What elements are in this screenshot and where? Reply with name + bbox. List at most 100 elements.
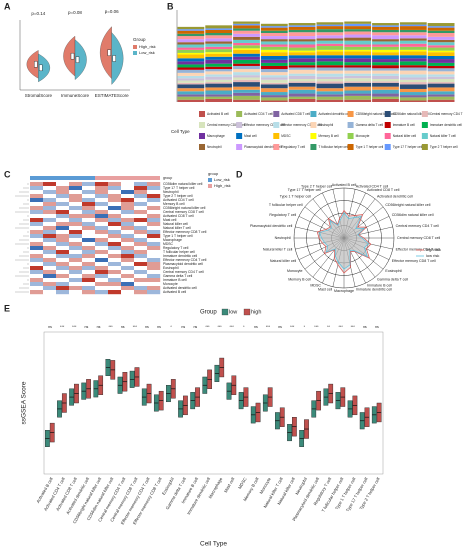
x-tick-label: ESTIMATEScore	[95, 93, 129, 98]
bar-segment	[399, 67, 427, 71]
radar-spoke	[322, 237, 345, 284]
axis-label: Macrophage	[334, 289, 354, 293]
heatmap-cell	[69, 198, 83, 203]
radar-spoke	[343, 237, 356, 287]
heatmap-cell	[82, 290, 96, 295]
heatmap-cell	[69, 194, 83, 199]
bar-segment	[344, 95, 372, 100]
heatmap-cell	[69, 226, 83, 231]
bar-segment	[177, 84, 205, 89]
bar-segment	[177, 58, 205, 62]
legend-swatch	[221, 308, 229, 316]
row-label: Mast cell	[163, 218, 177, 222]
heatmap-cell	[43, 282, 57, 287]
bar-segment	[344, 65, 372, 68]
bar-segment	[233, 86, 260, 90]
bar-segment	[427, 82, 455, 84]
heatmap-cell	[121, 190, 135, 195]
bar-segment	[260, 88, 288, 93]
bar-segment	[260, 79, 288, 83]
heatmap-cell	[134, 274, 148, 279]
heatmap-cell	[95, 270, 109, 275]
heatmap-cell	[108, 278, 122, 283]
bar-segment	[205, 56, 233, 60]
heatmap-cell	[108, 262, 122, 267]
bar-segment	[372, 59, 399, 63]
axis-label: Effector memory CD8 T cell	[392, 259, 436, 263]
bar-segment	[344, 99, 372, 102]
bar-segment	[399, 88, 427, 93]
bar-segment	[344, 21, 372, 24]
heatmap-cell	[134, 262, 148, 267]
heatmap-cell	[147, 270, 161, 275]
heatmap-cell	[82, 258, 96, 263]
bar-segment	[372, 79, 399, 82]
heatmap-cell	[108, 238, 122, 243]
heatmap-cell	[108, 214, 122, 219]
legend-label: Eosinophil	[318, 123, 333, 127]
legend-label: T follicular helper cell	[318, 145, 348, 149]
bar-segment	[177, 52, 205, 55]
bar-segment	[344, 29, 372, 32]
bar-segment	[399, 29, 427, 33]
legend-label: Activated CD4 T cell	[244, 112, 273, 116]
heatmap-cell	[30, 286, 44, 291]
heatmap-cell	[147, 258, 161, 263]
bar-segment	[205, 79, 233, 83]
axis-label: Type 1 T helper cell	[280, 195, 311, 199]
significance: ***	[60, 325, 65, 329]
bar-segment	[399, 32, 427, 36]
heatmap-cell	[95, 250, 109, 255]
bar-segment	[288, 93, 316, 97]
legend-label: Low_risk	[139, 50, 155, 55]
bar-segment	[177, 26, 205, 30]
heatmap-cell	[30, 214, 44, 219]
legend-title: Cell Type	[171, 129, 190, 134]
bar-segment	[233, 59, 260, 64]
row-label: Activated B cell	[163, 290, 186, 294]
bar-segment	[288, 44, 316, 48]
heatmap-cell	[69, 246, 83, 251]
heatmap-cell	[43, 230, 57, 235]
heatmap-cell	[43, 278, 57, 283]
heatmap-cell	[43, 258, 57, 263]
bar-segment	[288, 50, 316, 53]
heatmap-cell	[56, 258, 70, 263]
heatmap-cell	[108, 282, 122, 287]
bar-segment	[177, 47, 205, 50]
bar-segment	[427, 50, 455, 53]
heatmap-cell	[147, 246, 161, 251]
bar-segment	[233, 82, 260, 87]
bar-segment	[233, 89, 260, 93]
bar-segment	[427, 30, 455, 33]
heatmap-cell	[95, 274, 109, 279]
heatmap-cell	[147, 242, 161, 247]
heatmap-cell	[56, 254, 70, 259]
heatmap-cell	[121, 246, 135, 251]
bar-segment	[372, 96, 399, 99]
bar-segment	[372, 89, 399, 94]
legend-label: Regulatory T cell	[281, 145, 305, 149]
heatmap-cell	[121, 270, 135, 275]
heatmap-cell	[134, 286, 148, 291]
heatmap-cell	[95, 226, 109, 231]
heatmap-cell	[30, 266, 44, 271]
bar-segment	[399, 70, 427, 75]
heatmap-cell	[30, 202, 44, 207]
legend-swatch	[199, 133, 205, 139]
bar-segment	[233, 77, 260, 80]
bar-segment	[205, 74, 233, 77]
heatmap-cell	[82, 266, 96, 271]
heatmap-cell	[30, 194, 44, 199]
bar-segment	[316, 38, 344, 41]
heatmap-cell	[134, 190, 148, 195]
bar-segment	[177, 99, 205, 102]
heatmap-cell	[69, 242, 83, 247]
row-label: Natural killer T cell	[163, 226, 191, 230]
heatmap-cell	[95, 286, 109, 291]
heatmap-cell	[30, 226, 44, 231]
bar-segment	[205, 49, 233, 53]
heatmap-cell	[69, 250, 83, 255]
heatmap-cell	[56, 230, 70, 235]
heatmap-cell	[108, 258, 122, 263]
